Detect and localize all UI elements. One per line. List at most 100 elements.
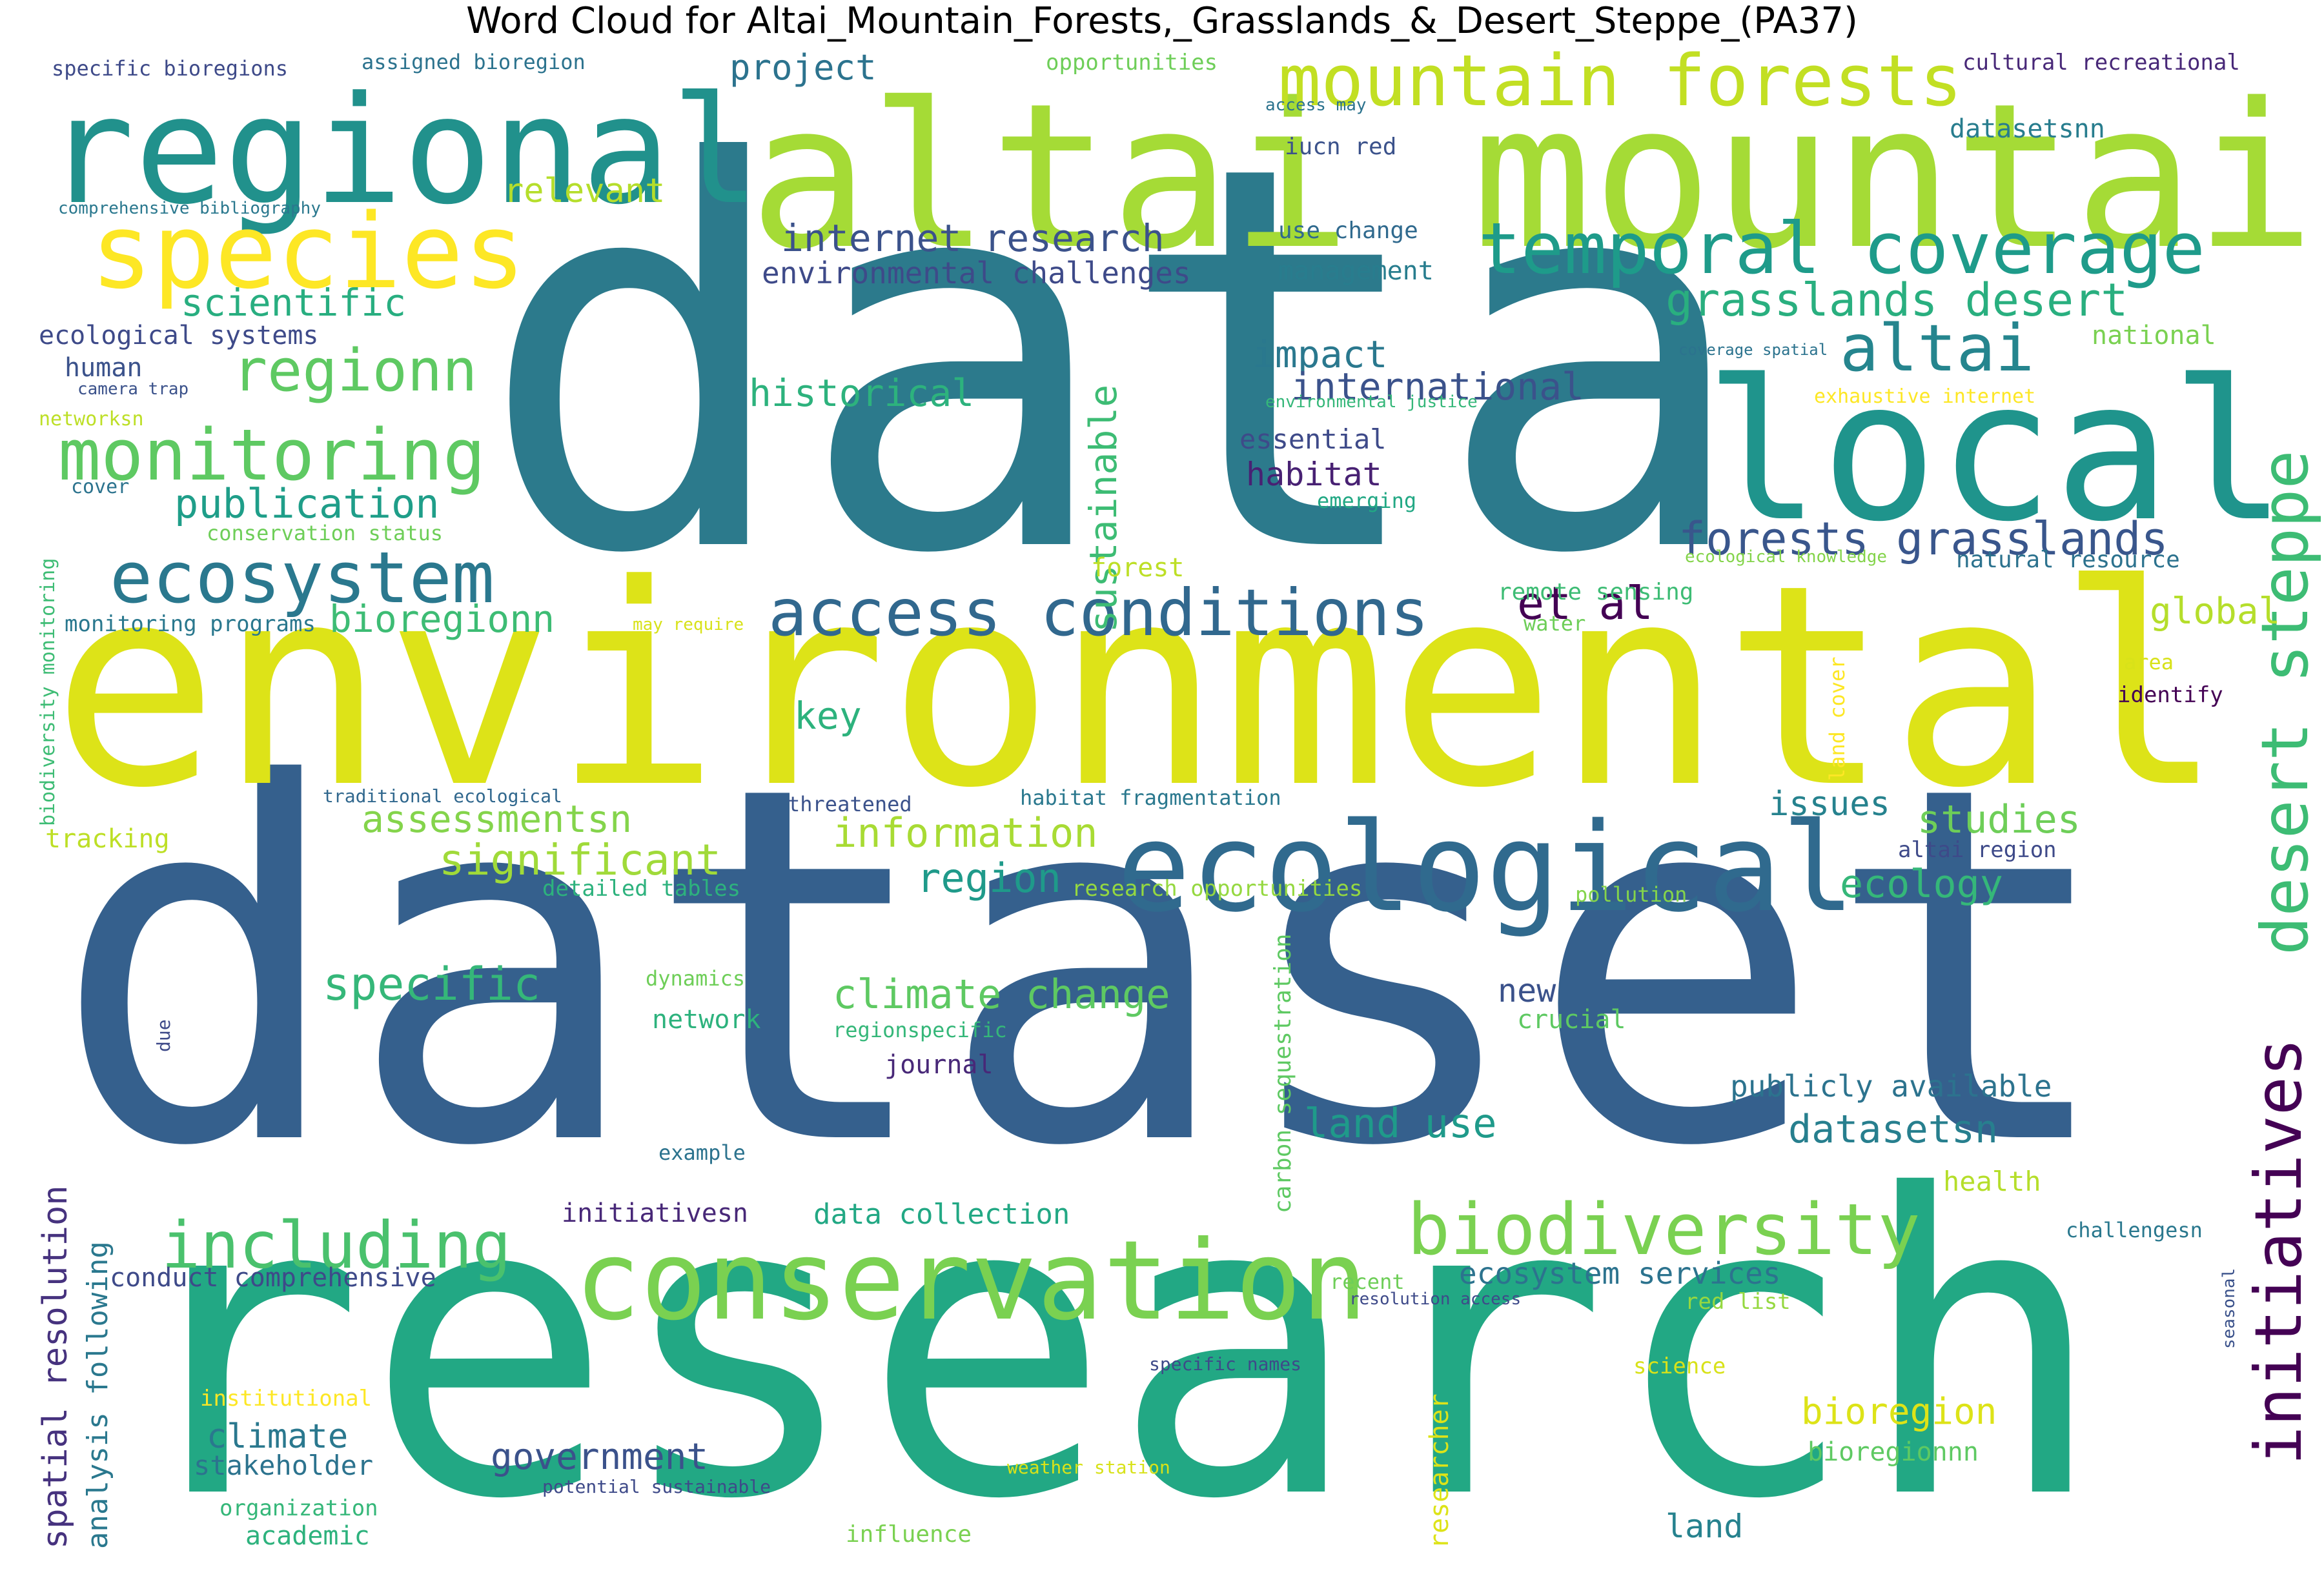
cloud-word: dataset bbox=[52, 683, 2119, 1253]
cloud-word: red list bbox=[1685, 1289, 1791, 1315]
cloud-word: due bbox=[153, 1019, 174, 1052]
cloud-word: desert steppe bbox=[2247, 450, 2323, 955]
cloud-word: bioregionn bbox=[329, 597, 555, 641]
cloud-word: use change bbox=[1278, 218, 1418, 244]
cloud-word: relevant bbox=[504, 172, 666, 210]
cloud-word: regional bbox=[45, 65, 760, 238]
cloud-word: water bbox=[1524, 611, 1586, 636]
cloud-word: ecological systems bbox=[39, 321, 319, 350]
cloud-word: access may bbox=[1265, 96, 1367, 115]
cloud-word: significant bbox=[439, 835, 722, 885]
cloud-word: network bbox=[652, 1005, 761, 1035]
cloud-word: historical bbox=[749, 371, 975, 415]
cloud-word: key bbox=[794, 694, 862, 738]
cloud-word: mountain forests bbox=[1278, 39, 1962, 122]
word-cloud: data dataset research environmental alta… bbox=[36, 39, 2324, 1555]
cloud-word: scientific bbox=[181, 281, 407, 325]
cloud-word: remote sensing bbox=[1498, 579, 1694, 605]
cloud-word: coverage spatial bbox=[1678, 341, 1828, 359]
cloud-word: crucial bbox=[1517, 1005, 1626, 1035]
cloud-word: including bbox=[161, 1208, 511, 1283]
cloud-word: regionn bbox=[232, 337, 478, 405]
cloud-word: land use bbox=[1304, 1100, 1497, 1147]
cloud-word: dynamics bbox=[646, 966, 746, 991]
cloud-word: forests grasslands bbox=[1678, 512, 2168, 565]
cloud-word: conservation status bbox=[207, 521, 443, 545]
cloud-word: networksn bbox=[39, 408, 144, 430]
cloud-word: example bbox=[658, 1140, 746, 1165]
cloud-word: researcher bbox=[1425, 1393, 1454, 1549]
cloud-word: temporal coverage bbox=[1478, 207, 2205, 290]
cloud-word: specific bbox=[323, 958, 541, 1011]
cloud-word: health bbox=[1943, 1166, 2041, 1197]
cloud-word: bioregion bbox=[1801, 1391, 1997, 1433]
cloud-word: area bbox=[2124, 650, 2174, 674]
cloud-word: recent bbox=[1330, 1270, 1405, 1294]
cloud-word: assigned bioregion bbox=[362, 50, 586, 74]
cloud-word: weather station bbox=[1007, 1457, 1170, 1478]
cloud-word: et al bbox=[1517, 577, 1653, 630]
cloud-word: cover bbox=[71, 476, 130, 498]
cloud-word: sustainable bbox=[1081, 384, 1125, 633]
cloud-word: essential bbox=[1239, 423, 1387, 455]
cloud-word: internet research bbox=[781, 216, 1165, 260]
cloud-word: regionspecific bbox=[833, 1018, 1007, 1042]
cloud-word: research bbox=[116, 1108, 2106, 1589]
cloud-word: habitat fragmentation bbox=[1020, 785, 1281, 810]
cloud-word: global bbox=[2150, 591, 2281, 633]
cloud-word: cultural recreational bbox=[1962, 50, 2240, 76]
cloud-word: camera trap bbox=[77, 380, 189, 399]
cloud-word: new bbox=[1498, 972, 1556, 1009]
cloud-word: academic bbox=[245, 1521, 370, 1551]
cloud-word: assessmentsn bbox=[362, 797, 633, 841]
cloud-word: bioregionnn bbox=[1808, 1437, 1979, 1467]
cloud-word: detailed tables bbox=[542, 876, 741, 902]
cloud-word: iucn red bbox=[1285, 134, 1397, 160]
cloud-word: publication bbox=[174, 480, 440, 527]
cloud-word: journal bbox=[884, 1050, 994, 1080]
cloud-word: challengesn bbox=[2066, 1218, 2203, 1242]
cloud-word: local bbox=[1704, 339, 2288, 564]
cloud-word: national bbox=[2092, 321, 2216, 350]
cloud-word: science bbox=[1633, 1353, 1726, 1379]
cloud-word: initiatives bbox=[2241, 1037, 2316, 1465]
cloud-word: stakeholder bbox=[194, 1450, 374, 1481]
cloud-word: comprehensive bibliography bbox=[58, 199, 321, 218]
cloud-word: traditional ecological bbox=[323, 785, 562, 807]
cloud-word: environmental bbox=[52, 526, 2225, 849]
cloud-word: ecological knowledge bbox=[1685, 547, 1888, 567]
cloud-word: specific names bbox=[1149, 1353, 1302, 1375]
cloud-word: monitoring bbox=[58, 414, 486, 496]
cloud-word: datasetsnn bbox=[1950, 114, 2105, 144]
cloud-word: tracking bbox=[45, 824, 170, 854]
cloud-word: exhaustive internet bbox=[1814, 385, 2036, 408]
cloud-word: ecological bbox=[1117, 796, 1855, 939]
cloud-word: studies bbox=[1917, 797, 2081, 842]
cloud-word: resolution access bbox=[1349, 1290, 1522, 1309]
cloud-word: potential sustainable bbox=[542, 1476, 771, 1497]
page-title: Word Cloud for Altai_Mountain_Forests,_G… bbox=[466, 0, 1858, 42]
cloud-word: project bbox=[729, 47, 877, 88]
cloud-word: environmental justice bbox=[1265, 392, 1478, 412]
cloud-word: conservation bbox=[575, 1217, 1368, 1345]
cloud-word: habitat bbox=[1246, 456, 1382, 493]
cloud-word: threatened bbox=[788, 792, 912, 816]
cloud-word: monitoring programs bbox=[65, 611, 316, 637]
cloud-word: impact bbox=[1252, 332, 1388, 376]
cloud-word: land bbox=[1666, 1508, 1744, 1545]
cloud-word: emerging bbox=[1317, 489, 1417, 513]
cloud-word: data bbox=[478, 54, 1753, 669]
cloud-word: biodiversity monitoring bbox=[37, 558, 59, 826]
cloud-word: opportunities bbox=[1046, 50, 1218, 76]
cloud-word: access conditions bbox=[768, 575, 1429, 651]
cloud-word: research opportunities bbox=[1072, 876, 1363, 902]
cloud-word: altai region bbox=[1898, 837, 2057, 863]
cloud-word: influence bbox=[846, 1521, 972, 1548]
cloud-word: human bbox=[65, 353, 143, 383]
cloud-word: pollution bbox=[1575, 882, 1687, 907]
cloud-word: seasonal bbox=[2219, 1268, 2239, 1349]
cloud-word: specific bioregions bbox=[52, 56, 289, 81]
cloud-word: carbon sequestration bbox=[1270, 933, 1296, 1213]
cloud-word: spatial resolution bbox=[36, 1185, 75, 1549]
cloud-word: data collection bbox=[813, 1198, 1070, 1231]
